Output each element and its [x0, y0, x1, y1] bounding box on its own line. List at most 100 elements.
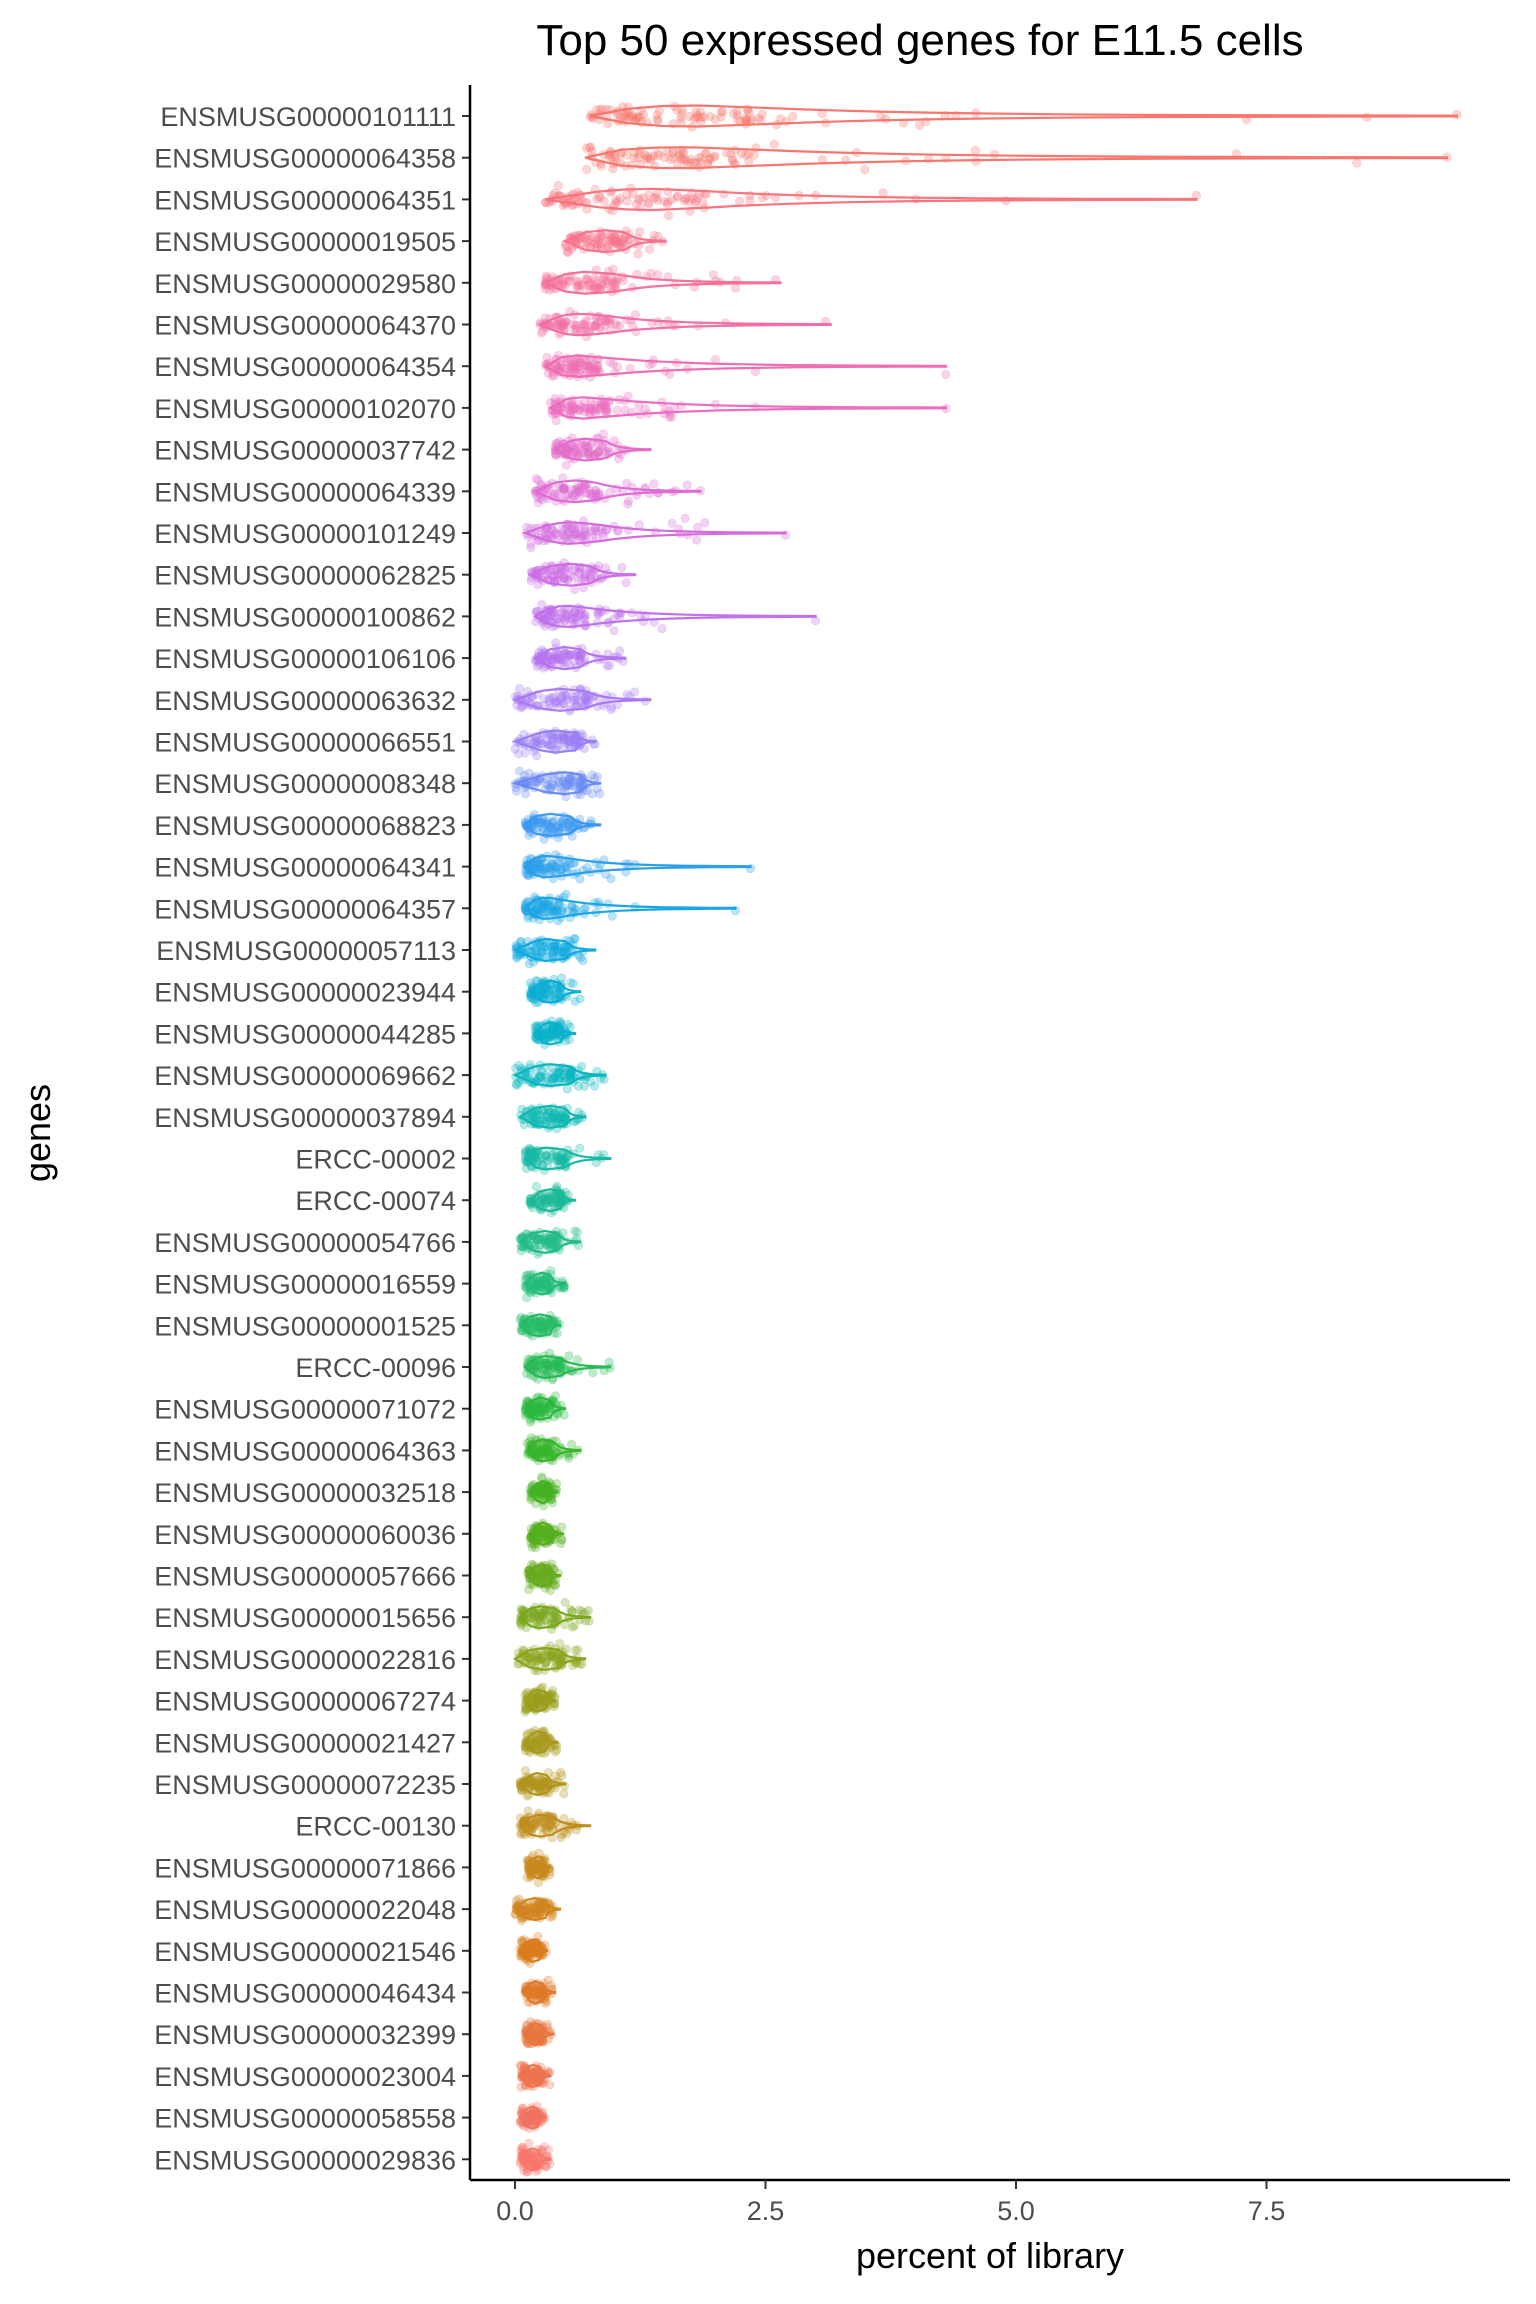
data-point — [620, 112, 631, 122]
violin — [518, 1605, 592, 1630]
data-point — [582, 197, 592, 207]
data-point — [658, 237, 668, 247]
data-point — [587, 493, 597, 503]
data-point — [518, 701, 528, 711]
data-point — [567, 433, 577, 443]
data-point — [532, 1938, 542, 1948]
data-point — [585, 142, 596, 152]
data-point — [700, 189, 710, 199]
data-point — [596, 238, 606, 248]
data-point — [533, 1279, 543, 1290]
data-point — [629, 687, 640, 697]
data-point — [555, 316, 565, 326]
data-point — [631, 114, 641, 124]
data-point — [559, 319, 570, 329]
data-point — [585, 241, 595, 251]
data-point — [536, 1748, 546, 1758]
data-point — [620, 161, 631, 171]
data-point — [522, 693, 532, 703]
x-axis: 0.0 2.5 5.0 7.5 — [470, 2178, 1510, 2226]
data-point — [653, 148, 663, 158]
data-point — [511, 1063, 521, 1073]
data-point — [537, 895, 547, 905]
data-point — [575, 1143, 585, 1153]
data-point — [554, 319, 564, 330]
data-point — [601, 446, 611, 456]
data-point — [516, 937, 526, 947]
data-point — [630, 115, 640, 126]
data-point — [635, 112, 645, 123]
data-point — [572, 868, 582, 878]
data-point — [613, 108, 623, 118]
data-point — [557, 692, 567, 702]
data-point — [576, 698, 586, 708]
data-point — [559, 497, 569, 507]
data-point — [604, 204, 614, 214]
data-point — [623, 499, 633, 509]
data-point — [730, 159, 741, 169]
data-point — [548, 1812, 558, 1823]
data-point — [633, 233, 643, 243]
data-point — [633, 112, 643, 122]
data-point — [633, 249, 643, 259]
data-point — [751, 143, 761, 153]
data-point — [647, 318, 657, 328]
data-point — [643, 198, 653, 208]
data-point — [552, 320, 563, 331]
data-point — [593, 311, 603, 321]
data-point — [626, 315, 636, 326]
data-point — [551, 994, 561, 1004]
data-point — [676, 155, 686, 165]
data-point — [533, 532, 543, 542]
data-point — [559, 557, 569, 568]
data-point — [652, 195, 663, 205]
outlier-point — [660, 404, 670, 414]
data-point — [543, 2066, 553, 2076]
data-point — [609, 237, 620, 247]
data-point — [563, 906, 573, 917]
data-point — [574, 230, 585, 240]
data-point — [564, 196, 574, 206]
data-point — [548, 953, 559, 963]
violin — [533, 1021, 577, 1046]
data-point — [705, 154, 715, 164]
data-point — [592, 242, 603, 252]
y-tick-label: ENSMUSG00000054766 — [154, 1228, 456, 1258]
violin — [523, 1355, 612, 1379]
data-point — [531, 473, 541, 484]
data-point — [524, 1360, 534, 1370]
data-point — [533, 1878, 544, 1888]
data-point — [562, 1145, 573, 1155]
data-point — [582, 862, 592, 873]
data-point — [591, 158, 601, 168]
data-point — [606, 230, 617, 240]
data-point — [587, 232, 597, 242]
data-point — [719, 189, 729, 199]
data-point — [677, 153, 687, 163]
data-point — [557, 1155, 567, 1166]
data-point — [552, 568, 562, 579]
data-point — [726, 149, 736, 159]
data-point — [571, 320, 582, 330]
data-point — [517, 1821, 527, 1831]
data-point — [574, 191, 585, 201]
data-point — [690, 198, 700, 208]
data-point — [571, 237, 581, 247]
data-point — [622, 315, 632, 325]
data-point — [536, 1472, 547, 1482]
data-point — [585, 311, 595, 321]
data-point — [775, 114, 786, 124]
violin — [523, 854, 752, 879]
data-point — [559, 198, 569, 208]
data-point — [581, 356, 591, 366]
data-point — [550, 408, 560, 418]
data-point — [675, 529, 685, 539]
y-tick-label: ENSMUSG00000029580 — [154, 269, 456, 299]
data-point — [563, 1195, 573, 1206]
data-point — [557, 318, 568, 328]
data-point — [543, 1768, 553, 1778]
data-point — [516, 1619, 527, 1629]
data-point — [593, 283, 604, 293]
data-point — [581, 273, 591, 284]
data-point — [641, 154, 651, 164]
